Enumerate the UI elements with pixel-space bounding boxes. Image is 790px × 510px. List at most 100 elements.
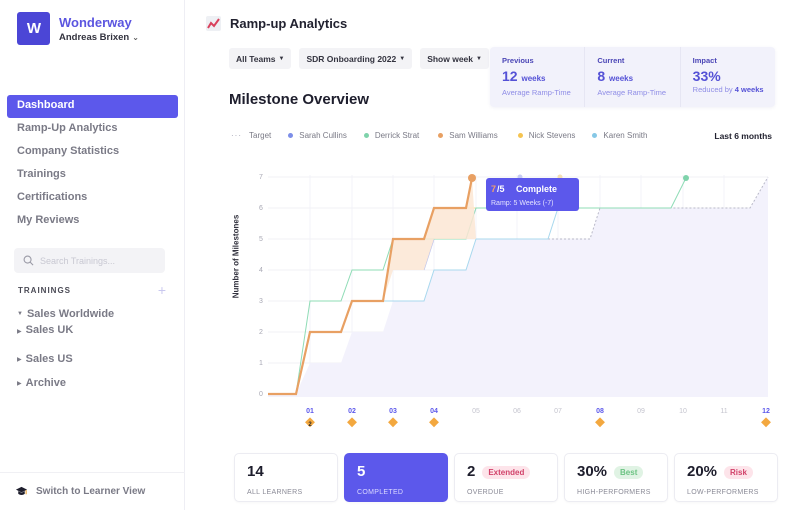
y-axis-label: Number of Milestones [231,214,241,299]
tree-item-label: Sales Worldwide [26,308,115,320]
tree-item-sales-worldwide[interactable]: ▼ Sales Worldwide [17,305,114,323]
dot-icon [592,133,598,138]
svg-text:3: 3 [259,298,263,305]
trainings-title: TRAININGS [18,285,71,295]
caret-down-icon: ▼ [278,55,285,62]
status-badge: Risk [724,465,753,479]
add-training-icon[interactable]: + [157,282,166,298]
search-icon [23,255,34,266]
tree-item-sales-uk[interactable]: ▶ Sales UK [17,323,114,347]
stat-value: 12 [502,68,518,84]
chart-tooltip: 7 /5 Complete Ramp: 5 Weeks (-7) [486,178,579,211]
ramp-stats-panel: Previous 12 weeks Average Ramp-Time Curr… [490,47,775,107]
sidebar-item-my-reviews[interactable]: My Reviews [17,214,80,226]
svg-text:02: 02 [348,408,356,415]
stat-previous: Previous 12 weeks Average Ramp-Time [490,47,586,107]
wonderway-logo[interactable]: W [17,12,50,45]
card-overdue[interactable]: 2 Extended OVERDUE [454,453,558,502]
team-filter-dropdown[interactable]: All Teams ▼ [229,48,292,69]
legend-item-karen-smith[interactable]: Karen Smith [592,131,647,140]
sidebar-item-ramp-up-analytics[interactable]: Ramp-Up Analytics [17,122,118,134]
svg-text:6: 6 [259,205,263,212]
svg-text:06: 06 [513,408,521,415]
card-high-performers[interactable]: 30% Best HIGH-PERFORMERS [564,453,668,502]
milestone-chart[interactable]: 012 345 67 7 /5 Complete Ramp: 5 Weeks (… [250,165,780,435]
chevron-down-icon: ⌄ [132,32,139,42]
filter-label: SDR Onboarding 2022 [306,53,397,64]
chart-legend: ··· Target Sarah Cullins Derrick Strat Sa… [231,131,664,140]
legend-item-sam-williams[interactable]: Sam Williams [438,131,498,140]
card-label: HIGH-PERFORMERS [577,489,651,496]
svg-text:11: 11 [720,408,727,415]
graduation-cap-icon [15,486,28,495]
stat-value: 33% [692,68,721,84]
dot-icon [288,133,294,138]
card-low-performers[interactable]: 20% Risk LOW-PERFORMERS [674,453,778,502]
card-value: 30% [577,463,608,480]
card-label: ALL LEARNERS [247,489,303,496]
svg-text:01: 01 [306,408,314,415]
svg-text:2: 2 [308,422,312,428]
legend-item-target[interactable]: ··· Target [231,131,271,140]
legend-label: Karen Smith [603,131,648,140]
card-value: 2 [467,463,476,480]
dot-icon [363,133,369,138]
caret-right-icon: ▶ [17,329,22,335]
search-trainings[interactable] [14,248,165,273]
caret-right-icon: ▶ [17,380,22,387]
status-badge: Best [614,465,644,479]
legend-item-derrick-strat[interactable]: Derrick Strat [363,131,419,140]
program-filter-dropdown[interactable]: SDR Onboarding 2022 ▼ [299,48,413,69]
svg-text:0: 0 [259,391,263,398]
trainings-header: TRAININGS + [18,282,166,298]
card-all-learners[interactable]: 14 ALL LEARNERS [234,453,338,502]
stat-label: Previous [502,56,534,65]
stat-sub: Reduced by [692,85,733,94]
svg-text:2: 2 [259,329,263,336]
section-title: Milestone Overview [229,91,370,108]
card-value: 14 [247,463,264,480]
svg-text:1: 1 [259,360,263,367]
svg-text:7: 7 [491,184,496,194]
stat-unit: weeks [521,74,546,83]
sidebar-item-trainings[interactable]: Trainings [17,168,66,180]
card-label: LOW-PERFORMERS [687,489,759,496]
svg-text:05: 05 [472,408,480,415]
svg-text:03: 03 [389,408,397,415]
caret-down-icon: ▼ [399,55,406,62]
svg-text:09: 09 [637,408,645,415]
sidebar-nav: Dashboard Ramp-Up Analytics Company Stat… [7,95,178,233]
card-value: 5 [357,463,366,480]
sidebar: W Wonderway Andreas Brixen ⌄ Dashboard R… [0,0,185,510]
svg-text:5: 5 [259,236,263,243]
summary-cards: 14 ALL LEARNERS 5 COMPLETED 2 Extended OV… [234,453,778,502]
card-label: OVERDUE [467,489,504,496]
dot-icon [517,133,523,138]
legend-item-sarah-cullins[interactable]: Sarah Cullins [288,131,347,140]
user-menu[interactable]: Andreas Brixen ⌄ [59,32,139,43]
tree-item-archive[interactable]: ▶ Archive [17,371,114,395]
learner-view-label: Switch to Learner View [36,486,146,497]
range-selector[interactable]: Last 6 months [714,131,772,141]
trainings-tree: ▼ Sales Worldwide ▶ Sales UK ▶ Sales US … [17,305,114,395]
sidebar-item-certifications[interactable]: Certifications [17,191,88,203]
stat-unit: weeks [609,74,634,83]
period-filter-dropdown[interactable]: Show week ▼ [420,48,489,69]
caret-down-icon: ▼ [17,311,23,317]
legend-item-nick-stevens[interactable]: Nick Stevens [517,131,576,140]
tree-item-label: Sales UK [25,324,74,336]
card-completed[interactable]: 5 COMPLETED [344,453,448,502]
tree-item-label: Sales US [25,353,73,365]
legend-label: Nick Stevens [528,131,576,140]
tree-item-sales-us[interactable]: ▶ Sales US [17,347,114,371]
svg-text:12: 12 [762,408,770,415]
svg-text:Ramp: 5 Weeks (-7): Ramp: 5 Weeks (-7) [491,200,554,207]
caret-down-icon: ▼ [476,55,482,62]
svg-text:08: 08 [596,408,604,415]
sidebar-item-company-statistics[interactable]: Company Statistics [17,145,120,157]
switch-learner-view-button[interactable]: Switch to Learner View [0,472,185,510]
stat-value: 8 [597,68,606,84]
search-input[interactable] [40,255,160,266]
chart-up-icon [206,16,221,31]
sidebar-item-dashboard[interactable]: Dashboard [7,95,178,118]
